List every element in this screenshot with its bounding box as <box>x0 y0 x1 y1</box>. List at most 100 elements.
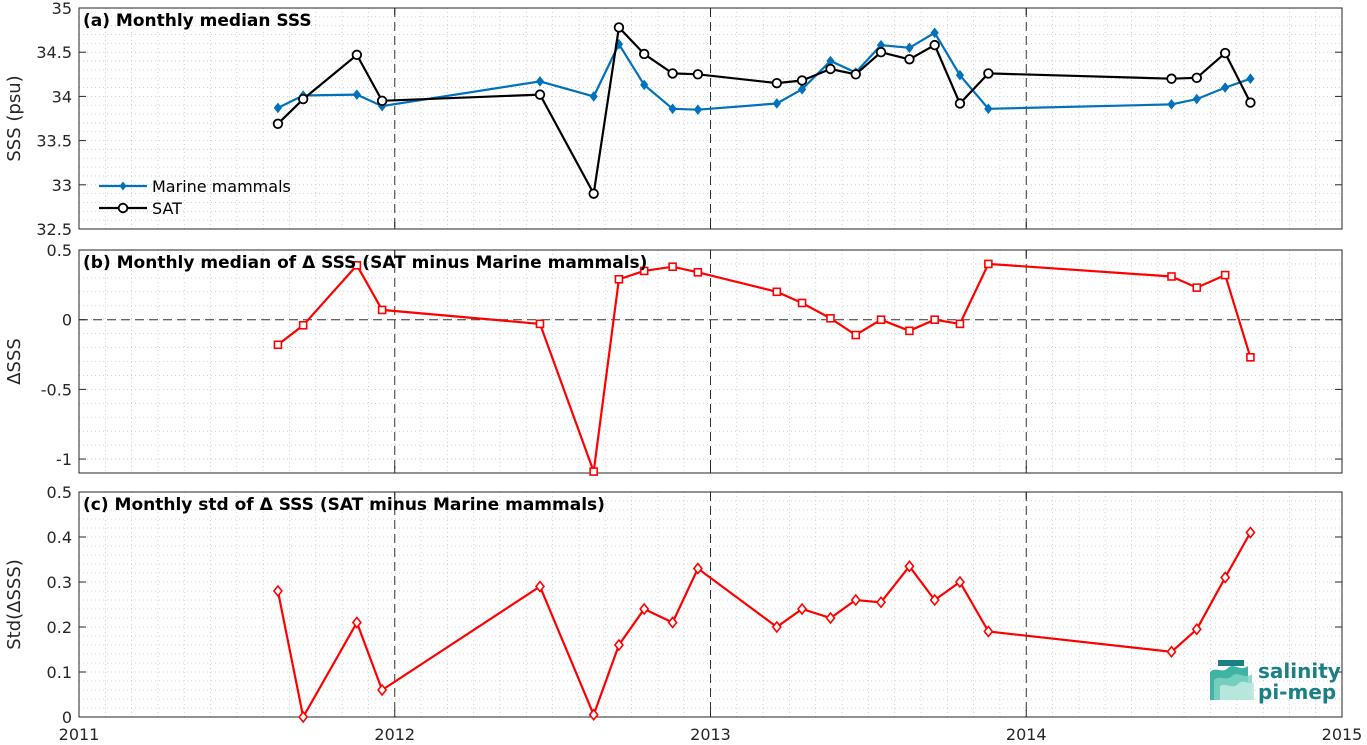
data-point <box>1220 270 1230 280</box>
data-point <box>272 118 284 130</box>
data-point <box>1245 526 1256 539</box>
y-tick-label: -0.5 <box>41 380 72 399</box>
data-point <box>298 710 309 724</box>
series-1 <box>272 526 1256 724</box>
y-tick-label: 0.2 <box>47 618 72 637</box>
data-point <box>771 77 783 89</box>
data-point <box>876 315 886 324</box>
data-point <box>929 593 940 607</box>
data-point <box>983 625 994 638</box>
data-point <box>955 69 965 81</box>
data-point <box>273 102 283 114</box>
panels: 32.5 33 33.5 34 34.5 35 SSS (psu) (a) Monthly m… <box>4 0 1362 744</box>
data-point <box>1245 97 1256 108</box>
y-tick-label: 34.5 <box>36 43 72 62</box>
panel-title: (c) Monthly std of Δ SSS (SAT minus Mari… <box>83 495 605 515</box>
data-point <box>693 104 703 115</box>
data-point <box>826 313 835 323</box>
data-point <box>1246 353 1255 362</box>
y-tick-label: -1 <box>56 450 72 469</box>
data-point <box>297 93 309 105</box>
data-point <box>351 49 363 61</box>
data-point <box>640 79 649 91</box>
y-tick-label: 33 <box>52 176 72 195</box>
data-point <box>930 315 939 324</box>
data-point <box>1220 571 1231 584</box>
x-tick-label: 2012 <box>374 725 415 744</box>
data-point <box>273 340 283 350</box>
x-tick-label: 2013 <box>690 725 731 744</box>
y-tick-label: 0 <box>62 708 72 727</box>
data-point <box>639 266 649 276</box>
data-point <box>1167 272 1176 281</box>
data-point <box>377 305 387 315</box>
logo-text-line2: pi-mep <box>1258 680 1336 704</box>
legend-marker-sat <box>117 202 129 214</box>
y-tick-label: 0 <box>62 311 72 330</box>
data-point <box>954 98 966 109</box>
data-point <box>930 27 939 39</box>
data-point <box>772 287 782 297</box>
panel-title: (a) Monthly median SSS <box>83 11 312 31</box>
data-point <box>905 326 914 336</box>
data-point <box>1192 93 1201 105</box>
legend-label-sat: SAT <box>152 199 182 218</box>
data-point <box>613 22 625 33</box>
y-tick-label: 0.3 <box>47 573 72 592</box>
data-point <box>1167 99 1176 110</box>
data-point <box>929 39 940 51</box>
y-tick-label: 35 <box>52 0 72 18</box>
data-point <box>1166 645 1177 659</box>
series-2 <box>272 22 1256 199</box>
data-point <box>904 559 915 573</box>
x-tick-label: 2011 <box>59 725 100 744</box>
y-tick-label: 32.5 <box>36 220 72 239</box>
data-point <box>272 584 283 598</box>
data-point <box>1191 72 1202 84</box>
data-point <box>692 562 703 575</box>
grid <box>79 8 1342 229</box>
data-point <box>851 330 861 340</box>
series-1 <box>273 259 1255 476</box>
panel-3: 0 0.1 0.2 0.3 0.4 0.5 Std(ΔSSS) (c) Monthly std… <box>4 483 1362 744</box>
data-point <box>692 69 704 80</box>
y-tick-label: 34 <box>52 87 72 106</box>
data-point <box>904 54 915 65</box>
data-point <box>850 69 861 80</box>
legend-marker-marine-mammals <box>119 181 127 191</box>
x-tick-label: 2015 <box>1322 725 1363 744</box>
data-point <box>850 593 861 607</box>
x-tick-label: 2014 <box>1006 725 1047 744</box>
panel-title: (b) Monthly median of Δ SSS (SAT minus M… <box>83 253 647 273</box>
panel-1: 32.5 33 33.5 34 34.5 35 SSS (psu) (a) Monthly m… <box>4 0 1343 239</box>
panel-2: -1 -0.5 0 0.5 ΔSSS (b) Monthly median of Δ SS… <box>4 241 1343 476</box>
data-point <box>984 103 993 115</box>
data-point <box>875 595 887 609</box>
data-point <box>588 188 599 199</box>
y-tick-label: 0.4 <box>47 528 72 547</box>
data-point <box>352 89 361 100</box>
data-point <box>825 63 836 75</box>
data-point <box>772 98 781 109</box>
data-point <box>1219 47 1231 59</box>
data-point <box>667 616 678 629</box>
salinity-pi-mep-logo: salinity pi-mep <box>1210 659 1341 704</box>
data-point <box>639 602 650 616</box>
data-point <box>1166 73 1177 84</box>
data-point <box>534 89 546 100</box>
data-point <box>377 683 388 697</box>
data-point <box>589 91 598 102</box>
data-point <box>667 68 678 79</box>
data-point <box>351 616 362 629</box>
y-tick-label: 0.5 <box>47 483 72 502</box>
grid <box>79 492 1342 717</box>
data-point <box>613 638 624 652</box>
data-point <box>796 75 808 86</box>
legend-label-marine-mammals: Marine mammals <box>152 177 291 196</box>
data-point <box>668 262 677 272</box>
data-point <box>298 320 308 330</box>
data-point <box>589 467 598 476</box>
data-point <box>955 319 965 329</box>
data-point <box>983 68 994 79</box>
